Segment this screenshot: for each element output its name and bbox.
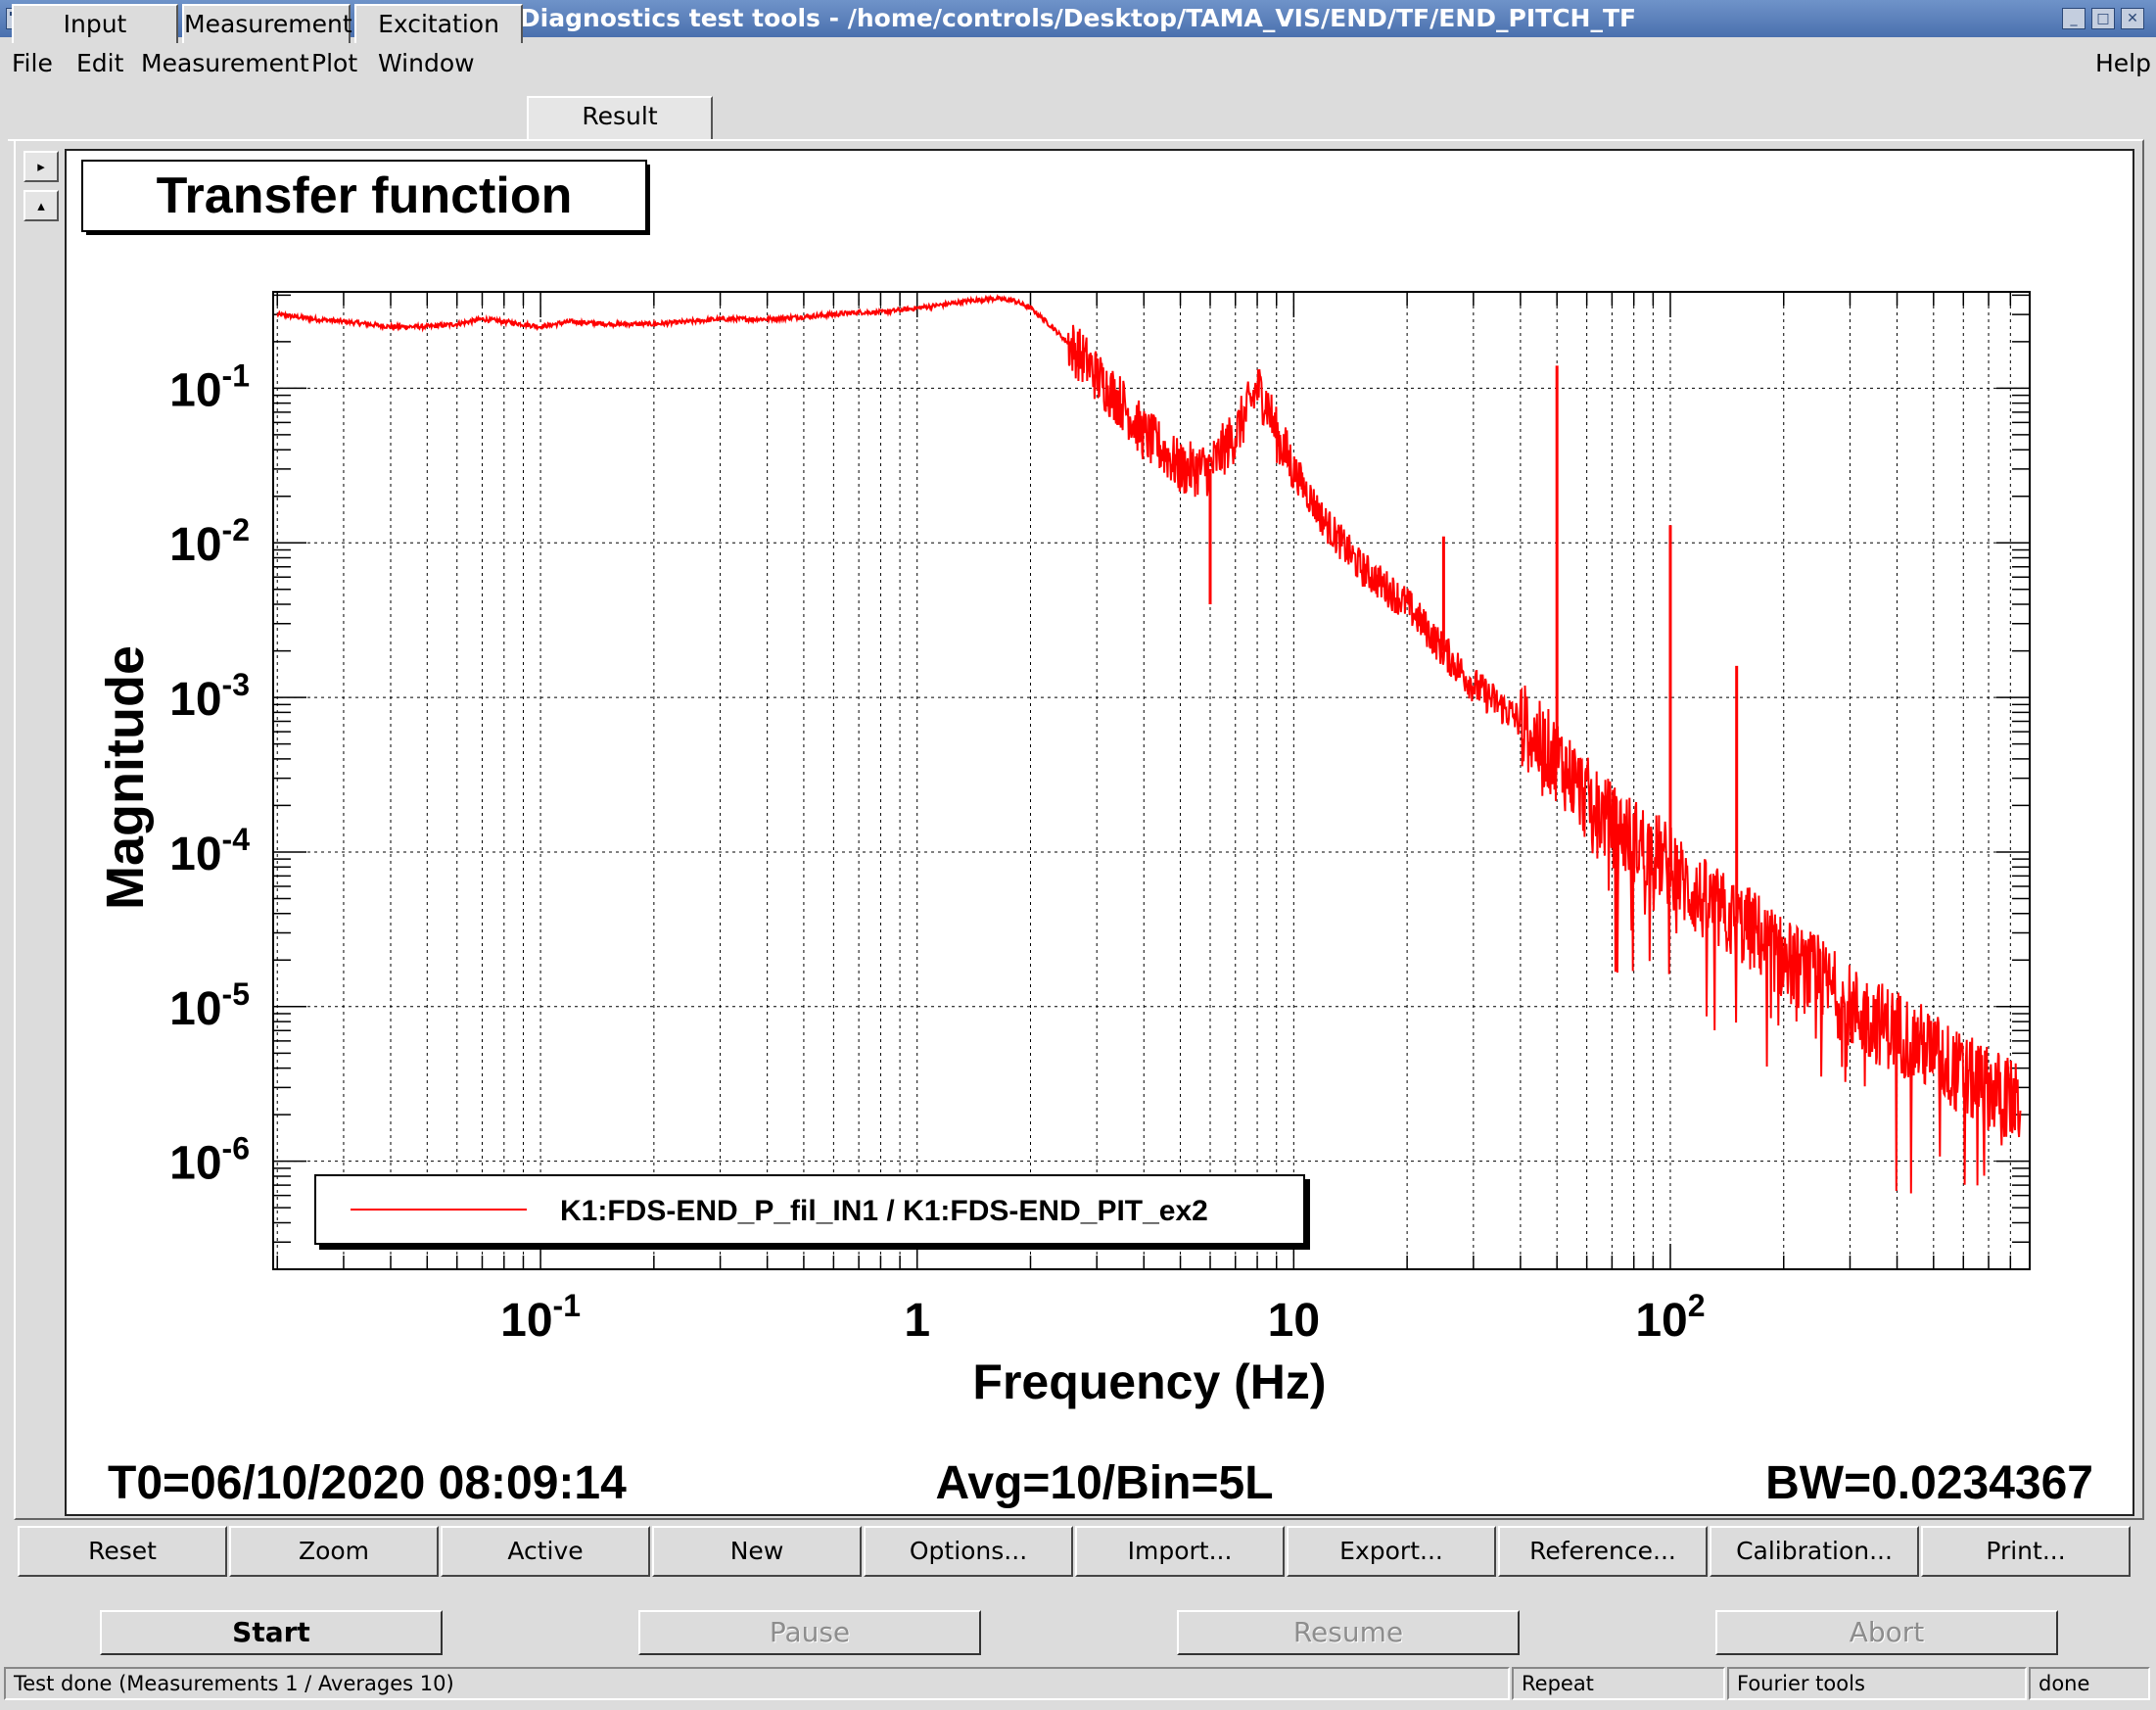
x-tick-label: 10 bbox=[1268, 1295, 1320, 1347]
plot-frame bbox=[272, 291, 2031, 1270]
transfer-function-chart[interactable]: 10-1 1 10 102 10-1 10-2 10-3 10-4 10-5 10-6 Trans… bbox=[67, 151, 2133, 1514]
start-button[interactable]: Start bbox=[100, 1610, 443, 1655]
y-tick-label: 10-2 bbox=[169, 512, 250, 571]
menu-edit[interactable]: Edit bbox=[76, 49, 124, 77]
plot-button-print[interactable]: Print... bbox=[1921, 1526, 2131, 1577]
window-title: Diagnostics test tools - /home/controls/… bbox=[519, 4, 1637, 32]
tab-measurement[interactable]: Measurement bbox=[182, 4, 352, 43]
menu-bar: File Edit Measurement Plot Window Help bbox=[0, 39, 2156, 88]
x-tick-label: 102 bbox=[1635, 1288, 1705, 1347]
x-tick-label: 1 bbox=[904, 1295, 930, 1347]
result-panel bbox=[14, 139, 2144, 1520]
plot-canvas[interactable]: 10-1 1 10 102 10-1 10-2 10-3 10-4 10-5 10-6 Trans… bbox=[65, 149, 2134, 1516]
chart-title: Transfer function bbox=[157, 167, 573, 224]
title-box bbox=[81, 160, 647, 232]
menu-file[interactable]: File bbox=[12, 49, 53, 77]
maximize-icon[interactable]: □ bbox=[2091, 8, 2115, 29]
expand-up-button[interactable]: ▴ bbox=[23, 190, 59, 221]
plot-button-options[interactable]: Options... bbox=[864, 1526, 1073, 1577]
legend-label: K1:FDS-END_P_fil_IN1 / K1:FDS-END_PIT_ex… bbox=[560, 1195, 1208, 1227]
y-tick-label: 10-3 bbox=[169, 667, 250, 726]
y-tick-label: 10-4 bbox=[169, 822, 250, 880]
plot-button-calibration[interactable]: Calibration... bbox=[1710, 1526, 1919, 1577]
plot-button-reference[interactable]: Reference... bbox=[1498, 1526, 1708, 1577]
plot-button-new[interactable]: New bbox=[652, 1526, 862, 1577]
y-tick-label: 10-1 bbox=[169, 357, 250, 416]
footer-t0: T0=06/10/2020 08:09:14 bbox=[108, 1457, 627, 1509]
plot-button-active[interactable]: Active bbox=[441, 1526, 650, 1577]
tab-input[interactable]: Input bbox=[12, 4, 178, 43]
plot-button-export[interactable]: Export... bbox=[1287, 1526, 1496, 1577]
menu-help[interactable]: Help bbox=[2095, 49, 2151, 77]
footer-avg: Avg=10/Bin=5L bbox=[935, 1457, 1273, 1509]
tab-excitation[interactable]: Excitation bbox=[354, 4, 523, 43]
status-message: Test done (Measurements 1 / Averages 10) bbox=[4, 1667, 1510, 1700]
pause-button[interactable]: Pause bbox=[638, 1610, 981, 1655]
y-axis-label: Magnitude bbox=[96, 645, 155, 910]
x-tick-label: 10-1 bbox=[500, 1288, 581, 1347]
abort-button[interactable]: Abort bbox=[1715, 1610, 2058, 1655]
status-state: done bbox=[2029, 1667, 2150, 1700]
y-tick-label: 10-5 bbox=[169, 976, 250, 1035]
status-fourier-tools: Fourier tools bbox=[1727, 1667, 2027, 1700]
resume-button[interactable]: Resume bbox=[1177, 1610, 1520, 1655]
series-line bbox=[276, 294, 2022, 1194]
y-tick-label: 10-6 bbox=[169, 1131, 250, 1190]
close-icon[interactable]: ✕ bbox=[2121, 8, 2144, 29]
menu-measurement[interactable]: Measurement bbox=[141, 49, 309, 77]
status-repeat: Repeat bbox=[1512, 1667, 1725, 1700]
tab-result[interactable]: Result bbox=[527, 96, 713, 141]
plot-button-reset[interactable]: Reset bbox=[18, 1526, 227, 1577]
plot-button-import[interactable]: Import... bbox=[1075, 1526, 1285, 1577]
plot-button-zoom[interactable]: Zoom bbox=[229, 1526, 439, 1577]
footer-bw: BW=0.0234367 bbox=[1765, 1457, 2093, 1509]
x-axis-label: Frequency (Hz) bbox=[972, 1354, 1326, 1409]
expand-right-button[interactable]: ▸ bbox=[23, 151, 59, 182]
minimize-icon[interactable]: _ bbox=[2062, 8, 2086, 29]
menu-window[interactable]: Window bbox=[378, 49, 475, 77]
menu-plot[interactable]: Plot bbox=[311, 49, 358, 77]
